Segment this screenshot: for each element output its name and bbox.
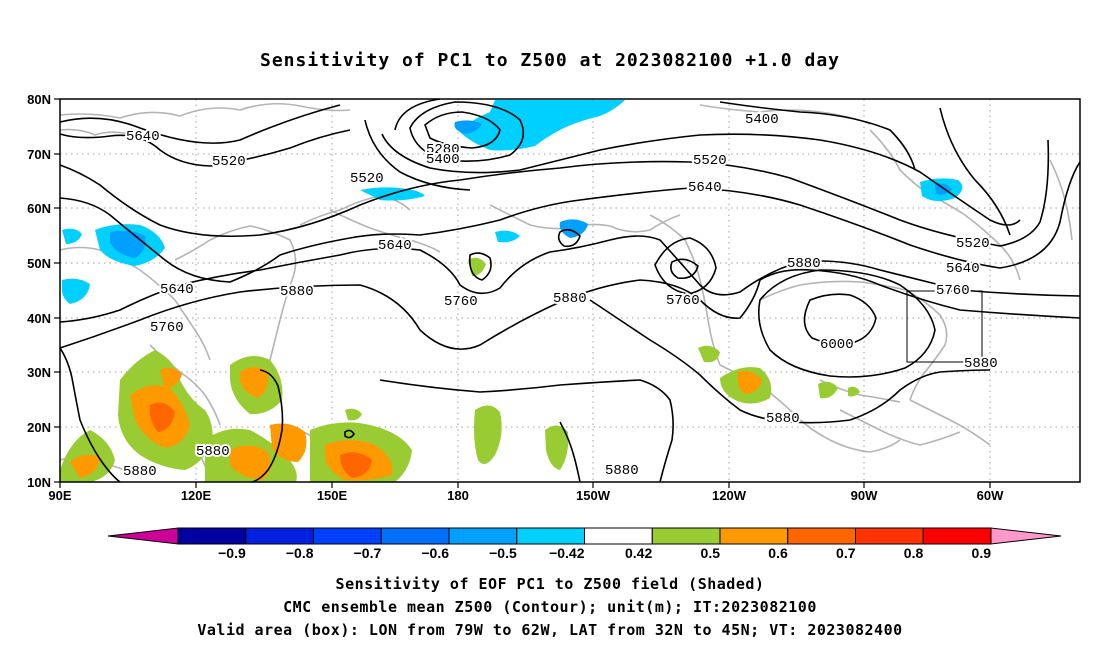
colorbar-tick-label: 0.6 [768, 545, 788, 561]
lon-label: 60W [977, 488, 1004, 503]
contour-label: 5640 [688, 180, 722, 196]
colorbar-low-arrow [107, 527, 179, 545]
contour-label: 5640 [126, 129, 160, 145]
colorbar-swatch [245, 527, 314, 545]
colorbar-tick-label: 0.8 [904, 545, 924, 561]
axis-ticks [54, 98, 991, 488]
contour-label: 5880 [280, 284, 314, 300]
colorbar-swatch [855, 527, 924, 545]
lon-label: 120W [712, 488, 747, 503]
lon-label: 180 [447, 488, 469, 503]
latitude-labels: 80N 70N 60N 50N 40N 30N 20N 10N [27, 92, 51, 490]
contour-label: 5520 [956, 236, 990, 252]
contour-label: 5520 [212, 154, 246, 170]
lat-label: 80N [27, 92, 51, 107]
colorbar-swatch [922, 527, 992, 545]
colorbar-tick-label: 0.9 [972, 545, 992, 561]
contour-label: 5640 [160, 282, 194, 298]
contour-label: 5760 [150, 320, 184, 336]
contour-label: 5400 [426, 152, 460, 168]
colorbar-tick-label: 0.42 [625, 545, 652, 561]
contour-label: 5520 [693, 153, 727, 169]
colorbar-tick-label: 0.5 [701, 545, 721, 561]
contour-label: 5400 [745, 112, 779, 128]
contour-label: 5760 [936, 283, 970, 299]
map-title: Sensitivity of PC1 to Z500 at 2023082100… [259, 50, 840, 71]
colorbar-swatch [787, 527, 856, 545]
colorbar-tick-label: −0.7 [354, 545, 382, 561]
lon-label: 90W [851, 488, 878, 503]
lat-label: 30N [27, 365, 51, 380]
contour-label: 5640 [378, 238, 412, 254]
valid-area-box [906, 290, 983, 363]
colorbar-swatch [584, 527, 653, 545]
map-border [59, 98, 1081, 483]
colorbar-tick-label: −0.6 [421, 545, 449, 561]
colorbar: −0.9 −0.8 −0.7 −0.6 −0.5 −0.42 0.42 0.5 0.6 0.7 0.… [107, 527, 1062, 561]
caption-line-3: Valid area (box): LON from 79W to 62W, L… [197, 621, 903, 639]
colorbar-tick-label: −0.42 [549, 545, 585, 561]
contour-label: 5880 [787, 256, 821, 272]
z500-contours [59, 98, 1081, 483]
colorbar-high-arrow [990, 527, 1062, 545]
caption-line-2: CMC ensemble mean Z500 (Contour); unit(m… [283, 598, 817, 616]
colorbar-swatch [516, 527, 585, 545]
contour-label: 5880 [766, 411, 800, 427]
colorbar-tick-label: −0.5 [489, 545, 517, 561]
colorbar-swatch [313, 527, 382, 545]
lat-label: 20N [27, 420, 51, 435]
contour-label: 5760 [444, 294, 478, 310]
negative-sensitivity-shading [62, 100, 963, 304]
contour-label: 5880 [605, 463, 639, 479]
caption-line-1: Sensitivity of EOF PC1 to Z500 field (Sh… [335, 575, 765, 593]
lat-label: 10N [27, 475, 51, 490]
lat-label: 40N [27, 311, 51, 326]
contour-label: 5520 [350, 171, 384, 187]
contour-label: 5280 [426, 142, 460, 158]
lat-label: 70N [27, 147, 51, 162]
lon-label: 120E [181, 488, 212, 503]
lon-label: 150W [576, 488, 611, 503]
lat-label: 60N [27, 201, 51, 216]
colorbar-tick-label: −0.9 [218, 545, 246, 561]
colorbar-swatch [448, 527, 518, 545]
colorbar-swatch [719, 527, 789, 545]
contour-label: 5880 [196, 444, 230, 460]
positive-sensitivity-shading [60, 257, 860, 482]
lon-label: 150E [317, 488, 348, 503]
longitude-labels: 90E 120E 150E 180 150W 120W 90W 60W [48, 488, 1004, 503]
contour-label: 5880 [553, 291, 587, 307]
colorbar-swatch [651, 527, 721, 545]
lon-label: 90E [48, 488, 71, 503]
lat-label: 50N [27, 256, 51, 271]
contour-label: 5640 [946, 261, 980, 277]
contour-label: 5880 [123, 464, 157, 480]
colorbar-tick-label: −0.8 [286, 545, 314, 561]
contour-label: 6000 [820, 337, 854, 353]
colorbar-tick-label: 0.7 [836, 545, 856, 561]
contour-label: 5760 [666, 293, 700, 309]
colorbar-swatch [177, 527, 247, 545]
contour-label: 5880 [964, 356, 998, 372]
contour-labels: 5640 5520 5520 5280 5400 5400 5520 5640 … [121, 110, 1000, 482]
colorbar-swatch [380, 527, 450, 545]
